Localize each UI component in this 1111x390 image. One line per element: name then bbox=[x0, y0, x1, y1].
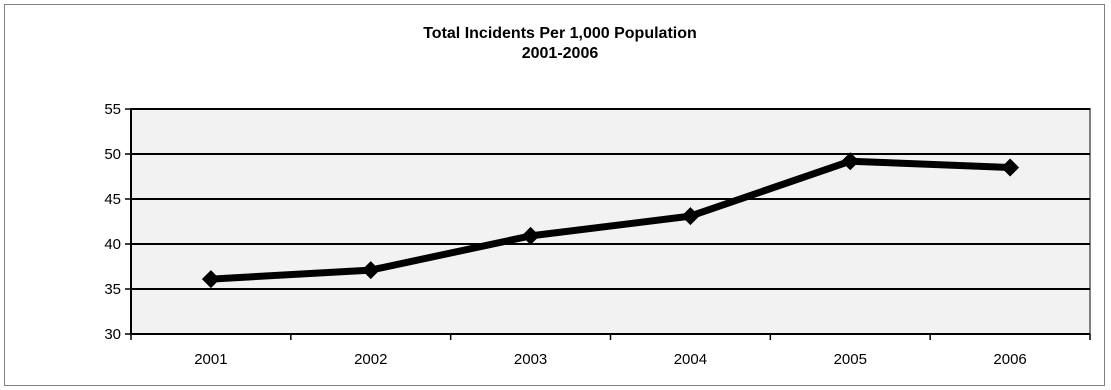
x-tick-label: 2006 bbox=[993, 351, 1026, 368]
data-point-marker bbox=[681, 207, 700, 226]
x-tick-label: 2005 bbox=[834, 351, 867, 368]
data-point-marker bbox=[841, 152, 860, 171]
data-point-marker bbox=[201, 270, 220, 289]
y-tick-label: 50 bbox=[104, 146, 121, 163]
plot-background bbox=[130, 108, 1091, 335]
plot-area: 30 35 40 45 50 55 2001 2002 2003 2004 2005 2006 bbox=[104, 101, 1091, 368]
series-line bbox=[207, 157, 1014, 283]
x-tick-label: 2004 bbox=[674, 351, 707, 368]
data-point-marker bbox=[1001, 158, 1020, 177]
x-tick-label: 2003 bbox=[514, 351, 547, 368]
chart-title: Total Incidents Per 1,000 Population bbox=[423, 25, 697, 42]
chart-subtitle: 2001-2006 bbox=[522, 45, 599, 62]
data-point-marker bbox=[521, 226, 540, 245]
x-tick-label: 2002 bbox=[354, 351, 387, 368]
y-tick-label: 40 bbox=[104, 236, 121, 253]
data-point-marker bbox=[361, 261, 380, 280]
y-tick-label: 35 bbox=[104, 281, 121, 298]
x-tick-label: 2001 bbox=[194, 351, 227, 368]
y-tick-label: 55 bbox=[104, 101, 121, 118]
y-tick-label: 30 bbox=[104, 326, 121, 343]
y-tick-label: 45 bbox=[104, 191, 121, 208]
